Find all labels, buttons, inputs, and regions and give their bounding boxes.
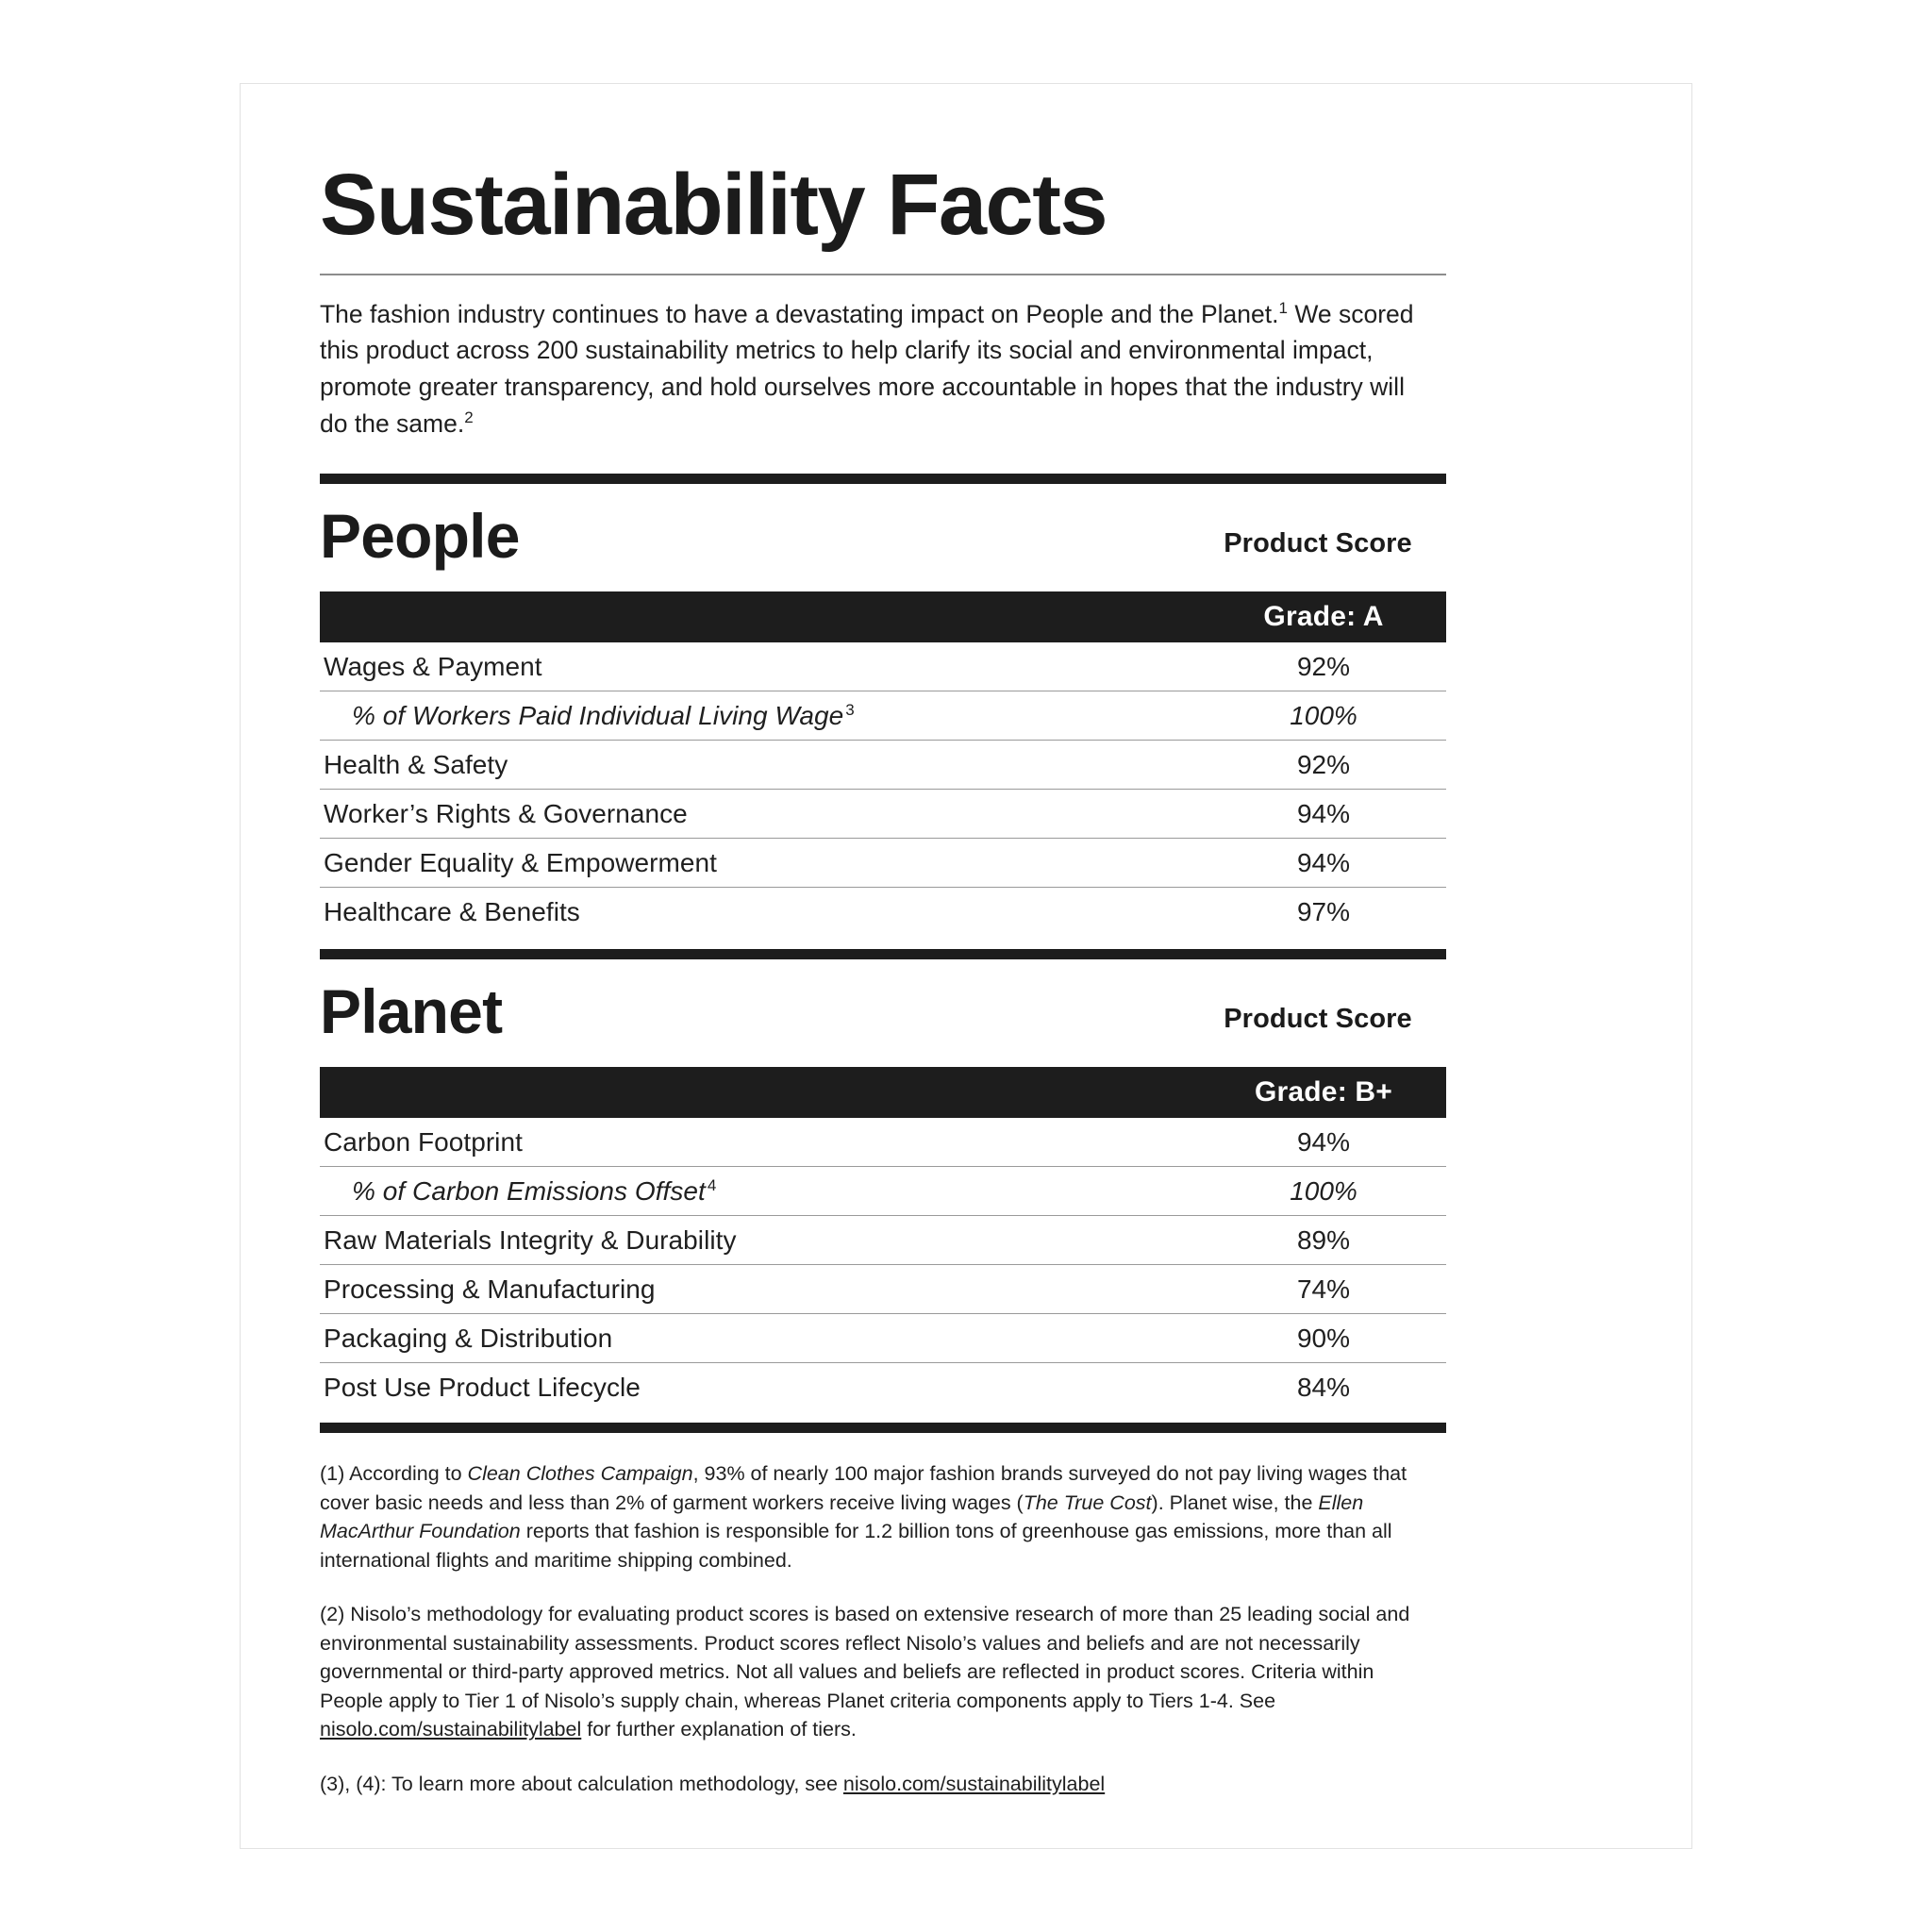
footnote-1-text-c: ). Planet wise, the xyxy=(1151,1491,1319,1514)
footnote-2-text-a: (2) Nisolo’s methodology for evaluating … xyxy=(320,1603,1410,1712)
metric-value: 90% xyxy=(1296,1323,1351,1353)
metric-value: 100% xyxy=(1290,1175,1357,1206)
label-page: Sustainability Facts The fashion industr… xyxy=(240,83,1692,1849)
table-row: Gender Equality & Empowerment 94% xyxy=(320,839,1446,889)
footnote-2-link[interactable]: nisolo.com/sustainabilitylabel xyxy=(320,1718,582,1741)
intro-text-2: We scored this product across 200 sustai… xyxy=(320,299,1414,438)
label-content: Sustainability Facts The fashion industr… xyxy=(314,159,1446,1799)
people-section-bottom-rule xyxy=(320,949,1446,960)
planet-section-bottom-rule xyxy=(320,1423,1446,1434)
metric-label: % of Carbon Emissions Offset 4 xyxy=(320,1176,716,1207)
intro-superscript-2: 2 xyxy=(464,408,474,426)
table-row: Worker’s Rights & Governance 94% xyxy=(320,790,1446,840)
footnote-2-text-b: for further explanation of tiers. xyxy=(581,1718,857,1741)
table-row: Health & Safety 92% xyxy=(320,741,1446,791)
footnote-1-text-d: reports that fashion is responsible for … xyxy=(320,1520,1392,1572)
people-table: Grade: A Wages & Payment 92% % of Worker… xyxy=(320,591,1446,936)
metric-label: % of Workers Paid Individual Living Wage… xyxy=(320,701,855,731)
metric-value: 92% xyxy=(1296,749,1351,779)
metric-value: 94% xyxy=(1296,1126,1351,1157)
metric-superscript: 3 xyxy=(845,700,855,719)
metric-label: Gender Equality & Empowerment xyxy=(324,847,717,877)
metric-label-text: % of Carbon Emissions Offset xyxy=(352,1175,706,1206)
metric-label: Wages & Payment xyxy=(324,651,542,681)
page-title: Sustainability Facts xyxy=(320,157,1108,253)
footnote-1-text-b: , 93% of nearly 100 major fashion brands… xyxy=(320,1462,1407,1514)
planet-section-header: Planet Product Score xyxy=(320,980,1441,1042)
intro-superscript-1: 1 xyxy=(1278,298,1288,317)
footnote-1: (1) According to Clean Clothes Campaign,… xyxy=(320,1459,1439,1574)
table-row: Carbon Footprint 94% xyxy=(320,1118,1446,1168)
table-row: Packaging & Distribution 90% xyxy=(320,1314,1446,1364)
section-title-planet: Planet xyxy=(320,976,503,1047)
table-row: Processing & Manufacturing 74% xyxy=(320,1265,1446,1315)
table-row: % of Carbon Emissions Offset 4 100% xyxy=(320,1167,1446,1217)
people-section-header: People Product Score xyxy=(320,505,1441,567)
grade-bar-people: Grade: A xyxy=(320,591,1446,643)
title-divider xyxy=(320,273,1446,275)
metric-value: 74% xyxy=(1296,1274,1351,1304)
metric-superscript: 4 xyxy=(707,1175,717,1194)
metric-value: 89% xyxy=(1296,1224,1351,1255)
footnotes: (1) According to Clean Clothes Campaign,… xyxy=(320,1459,1439,1798)
footnote-1-text-a: (1) According to xyxy=(320,1462,468,1486)
metric-label: Carbon Footprint xyxy=(324,1126,523,1157)
intro-paragraph: The fashion industry continues to have a… xyxy=(320,296,1414,442)
metric-label: Processing & Manufacturing xyxy=(324,1274,656,1304)
metric-value: 94% xyxy=(1296,847,1351,877)
table-row: % of Workers Paid Individual Living Wage… xyxy=(320,691,1446,741)
metric-label-text: % of Workers Paid Individual Living Wage xyxy=(352,700,844,730)
metric-value: 92% xyxy=(1296,651,1351,681)
table-row: Wages & Payment 92% xyxy=(320,642,1446,692)
metric-label: Worker’s Rights & Governance xyxy=(324,798,688,828)
metric-label: Healthcare & Benefits xyxy=(324,896,580,926)
grade-value-people: Grade: A xyxy=(1263,601,1384,633)
footnote-1-citation-3: Ellen MacArthur Foundation xyxy=(320,1491,1364,1543)
metric-label: Packaging & Distribution xyxy=(324,1323,613,1353)
metric-value: 100% xyxy=(1290,700,1357,730)
footnote-3-4-link[interactable]: nisolo.com/sustainabilitylabel xyxy=(842,1772,1106,1795)
people-section-top-rule xyxy=(320,474,1446,485)
intro-text-1: The fashion industry continues to have a… xyxy=(320,299,1279,328)
product-score-label-planet: Product Score xyxy=(1224,1004,1412,1035)
metric-value: 84% xyxy=(1296,1372,1351,1402)
table-row: Post Use Product Lifecycle 84% xyxy=(320,1363,1446,1411)
table-row: Raw Materials Integrity & Durability 89% xyxy=(320,1216,1446,1266)
metric-value: 94% xyxy=(1296,798,1351,828)
footnote-1-citation-2: The True Cost xyxy=(1023,1491,1152,1514)
planet-table: Grade: B+ Carbon Footprint 94% % of Carb… xyxy=(320,1067,1446,1411)
grade-bar-planet: Grade: B+ xyxy=(320,1067,1446,1119)
metric-label: Health & Safety xyxy=(324,749,508,779)
footnote-3-4: (3), (4): To learn more about calculatio… xyxy=(320,1770,1439,1799)
section-title-people: People xyxy=(320,501,520,572)
metric-label: Post Use Product Lifecycle xyxy=(324,1372,641,1402)
metric-label: Raw Materials Integrity & Durability xyxy=(324,1224,737,1255)
grade-value-planet: Grade: B+ xyxy=(1254,1076,1392,1108)
footnote-3-4-text: (3), (4): To learn more about calculatio… xyxy=(320,1772,843,1795)
metric-value: 97% xyxy=(1296,896,1351,926)
table-row: Healthcare & Benefits 97% xyxy=(320,888,1446,936)
footnote-1-citation-1: Clean Clothes Campaign xyxy=(467,1462,693,1486)
footnote-2: (2) Nisolo’s methodology for evaluating … xyxy=(320,1600,1439,1744)
product-score-label-people: Product Score xyxy=(1224,528,1412,559)
